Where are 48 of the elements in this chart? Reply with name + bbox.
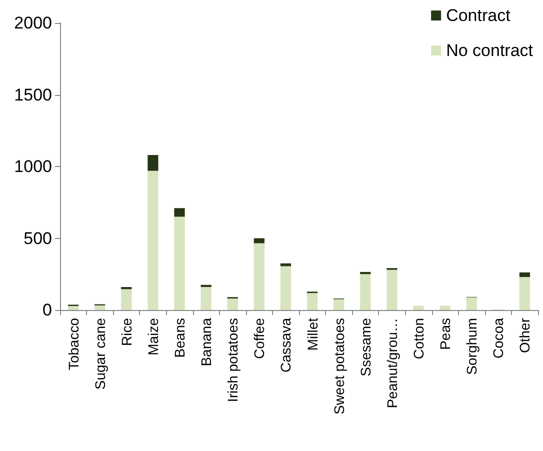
legend-label: No contract xyxy=(446,41,534,60)
x-tick-label: Peas xyxy=(437,318,454,350)
x-tick-label: Rice xyxy=(118,318,134,346)
y-tick-label: 500 xyxy=(24,228,52,248)
x-tick-label: Sweet potatoes xyxy=(330,318,347,415)
bar xyxy=(174,216,185,310)
y-tick-label: 2000 xyxy=(14,14,52,32)
x-tick-label: Sorghum xyxy=(464,318,480,375)
bar xyxy=(148,170,158,310)
bar xyxy=(174,208,185,217)
x-tick-label: Millet xyxy=(304,318,320,351)
bar xyxy=(413,306,424,310)
x-tick-label: Coffee xyxy=(251,318,268,359)
bar xyxy=(386,270,398,310)
bar xyxy=(227,298,238,310)
bar xyxy=(306,293,318,310)
x-tick-label: Cotton xyxy=(410,318,426,360)
bar xyxy=(440,306,450,310)
x-tick-label: Tobacco xyxy=(65,318,82,370)
legend-label: Contract xyxy=(446,6,511,25)
bar xyxy=(200,287,212,310)
x-tick-label: Sugar cane xyxy=(92,318,108,390)
x-tick-label: Beans xyxy=(172,318,188,358)
bar xyxy=(200,284,212,288)
y-tick-label: 0 xyxy=(42,300,52,320)
bar xyxy=(360,272,371,274)
x-tick-label: Banana xyxy=(198,318,214,366)
x-tick-label: Maize xyxy=(144,318,161,356)
x-tick-label: Ssesame xyxy=(357,318,374,376)
x-tick-label: Peanut/grou… xyxy=(384,318,400,408)
bar xyxy=(254,238,264,244)
bar xyxy=(148,155,158,171)
x-tick-label: Cocoa xyxy=(490,318,506,358)
x-tick-label: Irish potatoes xyxy=(224,318,241,402)
x-tick-label: Cassava xyxy=(278,318,294,372)
bar xyxy=(121,289,132,310)
bar xyxy=(68,306,79,310)
y-tick-label: 1500 xyxy=(14,85,52,104)
bar xyxy=(466,297,477,310)
bar xyxy=(334,299,344,310)
bar xyxy=(519,276,530,310)
bar xyxy=(519,272,530,277)
bar xyxy=(280,266,292,310)
bar xyxy=(94,305,106,310)
y-tick-label: 1000 xyxy=(14,157,52,176)
x-tick-label: Other xyxy=(516,318,533,354)
bar xyxy=(360,274,371,310)
bar xyxy=(254,243,264,310)
